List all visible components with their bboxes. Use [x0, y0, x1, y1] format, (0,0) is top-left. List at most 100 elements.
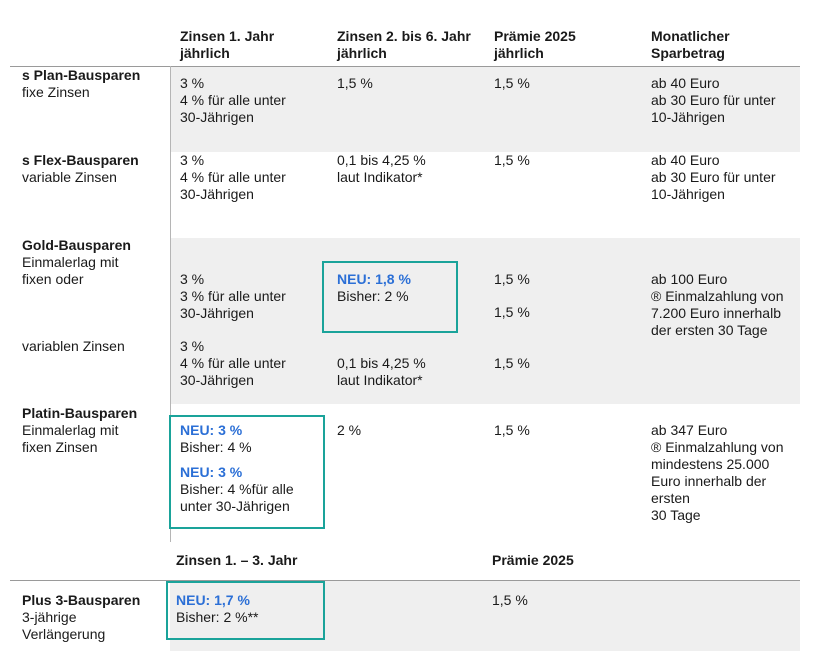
gold-new-rate: NEU: 1,8 % [337, 271, 411, 287]
row-platin-c4-line: Euro innerhalb der [651, 473, 767, 489]
header2-col3-text: Prämie 2025 [492, 552, 574, 568]
plus-new-rate-highlight-box [166, 581, 325, 640]
row-flex-label: s Flex-Bausparen variable Zinsen [22, 152, 139, 186]
header-rule [10, 66, 800, 67]
header-col2: Zinsen 2. bis 6. Jahr jährlich [337, 28, 471, 62]
row-flex-c1-line: 3 % [180, 152, 205, 168]
row-gold-sub: Einmalerlag mit [22, 254, 119, 270]
header2-col3: Prämie 2025 [492, 552, 574, 569]
row-gold-sub2-text: variablen Zinsen [22, 338, 125, 354]
header-col4: Monatlicher Sparbetrag [651, 28, 730, 62]
row-gold-label: Gold-Bausparen Einmalerlag mit fixen ode… [22, 237, 131, 288]
row-gold-c3c: 1,5 % [494, 355, 530, 371]
header-col1-line1: Zinsen 1. Jahr [180, 28, 275, 44]
row-gold-c2b: 0,1 bis 4,25 % laut Indikator* [337, 355, 426, 389]
header-col2-line1: Zinsen 2. bis 6. Jahr [337, 28, 471, 44]
row-gold-c1a: 3 % 3 % für alle unter 30-Jährigen [180, 271, 286, 322]
row-gold-c1a-line: 30-Jährigen [180, 305, 254, 321]
row-gold-c1b-line: 3 % [180, 338, 205, 354]
band-plan [170, 66, 800, 152]
row-gold-sub2: variablen Zinsen [22, 338, 125, 355]
row-plan-c1-line: 30-Jährigen [180, 109, 254, 125]
row-flex-c2: 0,1 bis 4,25 % laut Indikator* [337, 152, 426, 186]
row-gold-c2b-line: laut Indikator* [337, 372, 423, 388]
row-plus-label: Plus 3-Bausparen 3-jährige Verlängerung [22, 592, 140, 643]
row-plan-c1: 3 % 4 % für alle unter 30-Jährigen [180, 75, 286, 126]
row-flex-c4: ab 40 Euro ab 30 Euro für unter 10-Jähri… [651, 152, 776, 203]
row-plan-name: s Plan-Bausparen [22, 67, 141, 83]
header-col2-line2: jährlich [337, 45, 387, 61]
gold-old-rate: Bisher: 2 % [337, 288, 409, 304]
row-platin-c2-value: 2 % [337, 422, 362, 438]
row-flex-c1-line: 30-Jährigen [180, 186, 254, 202]
row-platin-c4-line: 30 Tage [651, 507, 701, 523]
row-plan-label: s Plan-Bausparen fixe Zinsen [22, 67, 140, 101]
header-col4-line2: Sparbetrag [651, 45, 725, 61]
row-flex-c2-line: 0,1 bis 4,25 % [337, 152, 426, 168]
row-platin-sub: fixen Zinsen [22, 439, 98, 455]
row-flex-c1: 3 % 4 % für alle unter 30-Jährigen [180, 152, 286, 203]
row-platin-sub: Einmalerlag mit [22, 422, 119, 438]
header2-col1: Zinsen 1. – 3. Jahr [176, 552, 297, 569]
row-plan-c4-line: ab 40 Euro [651, 75, 720, 91]
row-gold-c4-line: 7.200 Euro innerhalb [651, 305, 781, 321]
row-plan-c4-line: 10-Jährigen [651, 109, 725, 125]
plus-new-rate: NEU: 1,7 % [176, 592, 250, 608]
row-flex-c2-line: laut Indikator* [337, 169, 423, 185]
row-platin-c4: ab 347 Euro ® Einmalzahlung von mindeste… [651, 422, 784, 524]
row-platin-c4-line: mindestens 25.000 [651, 456, 770, 472]
row-platin-c4-line: ersten [651, 490, 690, 506]
row-gold-c3: 1,5 % [494, 271, 530, 288]
row-platin-name: Platin-Bausparen [22, 405, 138, 421]
row-platin-c2: 2 % [337, 422, 361, 439]
row-gold-c4-line: ab 100 Euro [651, 271, 728, 287]
row-gold-c3a: 1,5 % [494, 271, 530, 287]
header2-rule [10, 580, 800, 581]
header-col3: Prämie 2025 jährlich [494, 28, 576, 62]
header-col1: Zinsen 1. Jahr jährlich [180, 28, 274, 62]
row-platin-c4-line: ab 347 Euro [651, 422, 728, 438]
row-gold-c3-b: 1,5 % [494, 304, 530, 321]
row-plan-c3-line: 1,5 % [494, 75, 530, 91]
row-platin-c3-value: 1,5 % [494, 422, 530, 438]
row-flex-c4-line: 10-Jährigen [651, 186, 725, 202]
row-platin-c3: 1,5 % [494, 422, 530, 439]
row-gold-c1a-line: 3 % für alle unter [180, 288, 286, 304]
row-gold-c3-c: 1,5 % [494, 355, 530, 372]
row-plus-sub: 3-jährige [22, 609, 77, 625]
row-platin-label: Platin-Bausparen Einmalerlag mit fixen Z… [22, 405, 137, 456]
row-gold-c1b-line: 30-Jährigen [180, 372, 254, 388]
platin-new-rate-1: NEU: 3 % [180, 422, 243, 438]
row-flex-sub: variable Zinsen [22, 169, 117, 185]
row-gold-name: Gold-Bausparen [22, 237, 131, 253]
row-gold-c1a-line: 3 % [180, 271, 205, 287]
row-flex-c3-line: 1,5 % [494, 152, 530, 168]
row-flex-c1-line: 4 % für alle unter [180, 169, 286, 185]
row-platin-c1-group2: NEU: 3 % Bisher: 4 %für alle unter 30-Jä… [180, 464, 294, 515]
row-gold-c2a: NEU: 1,8 % Bisher: 2 % [337, 271, 411, 305]
platin-new-rate-highlight-box [169, 415, 325, 529]
row-plan-sub: fixe Zinsen [22, 84, 90, 100]
row-plus-sub: Verlängerung [22, 626, 106, 642]
row-plus-name: Plus 3-Bausparen [22, 592, 141, 608]
header-col3-line2: jährlich [494, 45, 544, 61]
row-gold-c4-line: ® Einmalzahlung von [651, 288, 784, 304]
row-plan-c3: 1,5 % [494, 75, 530, 92]
platin-new-rate-2: NEU: 3 % [180, 464, 243, 480]
row-platin-c4-line: ® Einmalzahlung von [651, 439, 784, 455]
row-flex-name: s Flex-Bausparen [22, 152, 139, 168]
row-gold-c3b: 1,5 % [494, 304, 530, 320]
row-plan-c2: 1,5 % [337, 75, 373, 92]
row-gold-c1b: 3 % 4 % für alle unter 30-Jährigen [180, 338, 286, 389]
header-col3-line1: Prämie 2025 [494, 28, 576, 44]
row-gold-c2b-line: 0,1 bis 4,25 % [337, 355, 426, 371]
platin-old-rate-2: Bisher: 4 %für alle [180, 481, 294, 497]
row-flex-c4-line: ab 40 Euro [651, 152, 720, 168]
row-plan-c1-line: 4 % für alle unter [180, 92, 286, 108]
row-plus-c3: 1,5 % [492, 592, 528, 609]
plus-old-rate: Bisher: 2 %** [176, 609, 259, 625]
row-plan-c4: ab 40 Euro ab 30 Euro für unter 10-Jähri… [651, 75, 776, 126]
row-gold-sub: fixen oder [22, 271, 84, 287]
platin-old-rate-1: Bisher: 4 % [180, 439, 252, 455]
row-flex-c3: 1,5 % [494, 152, 530, 169]
